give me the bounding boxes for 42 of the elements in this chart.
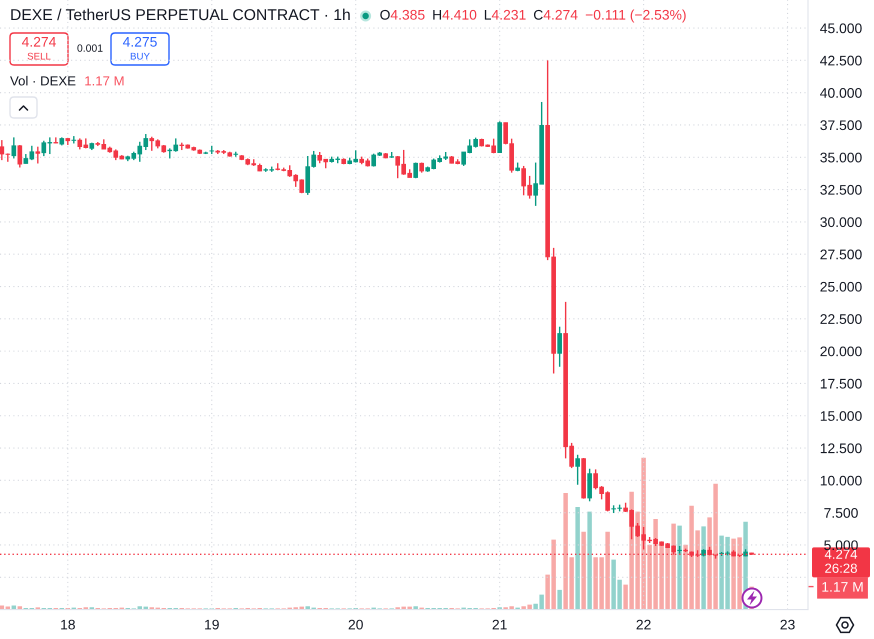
text: 26:28	[825, 564, 857, 573]
annotation: 4.274	[22, 36, 56, 47]
annotation: 4.275	[122, 36, 157, 47]
x-tick-label: 19	[205, 620, 219, 630]
y-tick-label: 10.000	[820, 476, 862, 486]
y-tick-label: 22.500	[820, 314, 862, 324]
annotation: BUY	[130, 52, 150, 60]
y-tick-label: 30.000	[820, 217, 862, 228]
x-tick-label: 22	[636, 620, 651, 630]
y-tick-label: 37.500	[820, 120, 862, 130]
y-tick-label: 12.500	[820, 443, 862, 454]
annotation: C	[534, 10, 543, 20]
annotation: H	[433, 10, 442, 20]
x-tick-label: 18	[61, 620, 75, 630]
y-tick-label: 35.000	[820, 152, 862, 162]
annotation: −0.111 (−2.53%)	[586, 10, 686, 22]
x-tick-label: 23	[780, 620, 795, 630]
y-tick-label: 15.000	[820, 411, 862, 421]
y-tick-label: 45.000	[820, 23, 862, 34]
y-tick-label: 40.000	[820, 88, 862, 98]
x-tick-label: 21	[492, 620, 507, 630]
annotation: Vol · DEXE	[10, 76, 76, 86]
annotation: 4.274	[544, 10, 578, 20]
annotation: O	[380, 10, 390, 20]
x-tick-label: 20	[348, 620, 363, 630]
annotation: 4.410	[442, 10, 476, 20]
y-tick-label: 32.500	[820, 184, 862, 195]
y-tick-label: 17.500	[820, 378, 862, 389]
y2-tick-label: 1.17 M	[822, 582, 863, 592]
annotation: 1.17 M	[85, 76, 124, 86]
ref-line-label: 4.274	[824, 550, 858, 559]
y-tick-label: 27.500	[820, 250, 862, 260]
y-tick-label: 7.500	[824, 508, 858, 518]
annotation: 4.231	[492, 10, 526, 20]
y-tick-label: 20.000	[820, 346, 862, 356]
annotation: SELL	[28, 52, 51, 60]
chart-title: DEXE / TetherUS PERPETUAL CONTRACT · 1h	[11, 8, 350, 20]
annotation: 4.385	[390, 10, 425, 20]
annotation: 0.001	[77, 44, 103, 52]
y-tick-label: 25.000	[820, 282, 862, 292]
annotation: L	[484, 10, 492, 20]
y-tick-label: 42.500	[820, 56, 862, 66]
